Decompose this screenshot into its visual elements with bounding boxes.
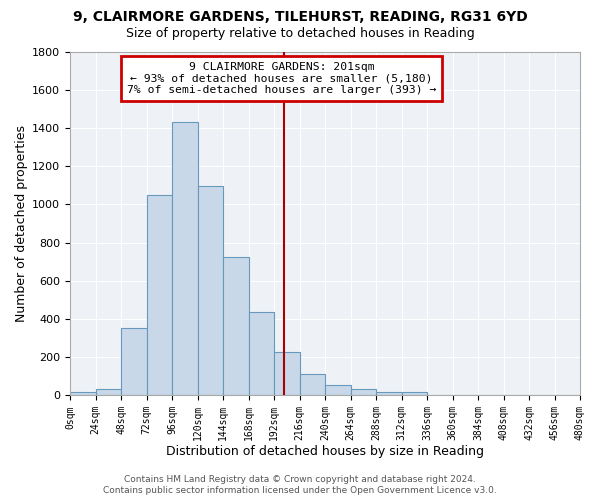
Text: Size of property relative to detached houses in Reading: Size of property relative to detached ho… <box>125 28 475 40</box>
Bar <box>223 257 248 396</box>
Bar <box>274 352 299 396</box>
Bar <box>401 392 427 396</box>
Bar <box>146 195 172 396</box>
Bar <box>95 388 121 396</box>
Bar <box>172 122 197 396</box>
Text: 9 CLAIRMORE GARDENS: 201sqm
← 93% of detached houses are smaller (5,180)
7% of s: 9 CLAIRMORE GARDENS: 201sqm ← 93% of det… <box>127 62 436 95</box>
Text: Contains public sector information licensed under the Open Government Licence v3: Contains public sector information licen… <box>103 486 497 495</box>
Bar <box>325 385 350 396</box>
Bar <box>197 186 223 396</box>
Bar <box>376 392 401 396</box>
Text: 9, CLAIRMORE GARDENS, TILEHURST, READING, RG31 6YD: 9, CLAIRMORE GARDENS, TILEHURST, READING… <box>73 10 527 24</box>
Bar <box>248 312 274 396</box>
Bar <box>70 392 95 396</box>
X-axis label: Distribution of detached houses by size in Reading: Distribution of detached houses by size … <box>166 444 484 458</box>
Text: Contains HM Land Registry data © Crown copyright and database right 2024.: Contains HM Land Registry data © Crown c… <box>124 475 476 484</box>
Bar <box>350 388 376 396</box>
Bar <box>121 328 146 396</box>
Bar <box>299 374 325 396</box>
Y-axis label: Number of detached properties: Number of detached properties <box>15 125 28 322</box>
